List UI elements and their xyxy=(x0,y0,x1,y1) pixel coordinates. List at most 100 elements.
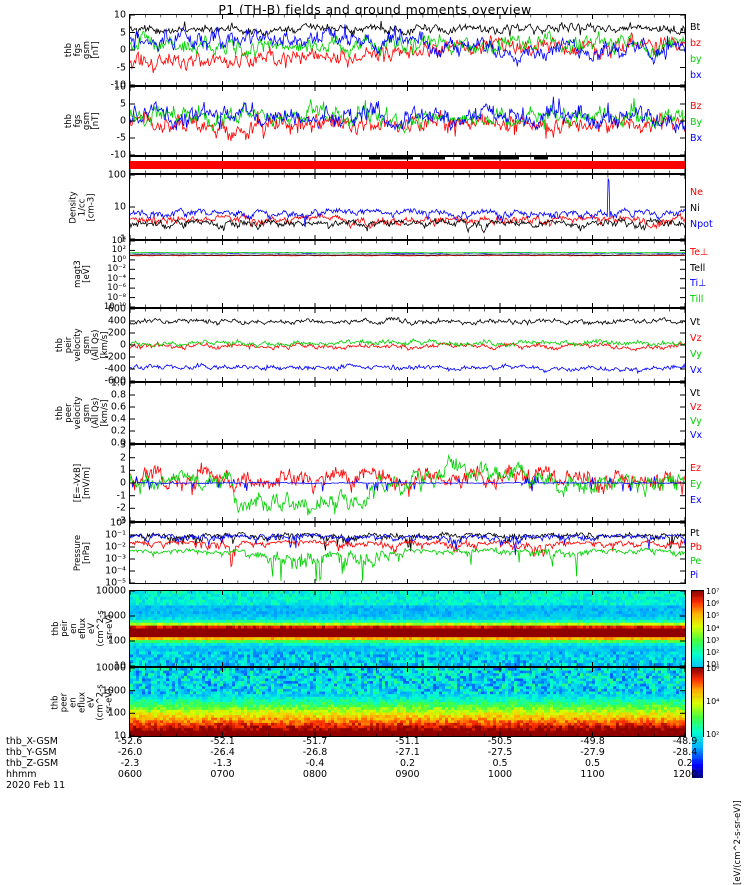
y-tick-label: 10⁰ xyxy=(110,518,126,529)
panel-state-bar xyxy=(129,156,686,174)
y-tick-label: -5 xyxy=(117,133,126,144)
legend-entry: bz xyxy=(690,36,702,52)
x-axis-row-label: hhmm xyxy=(6,769,37,780)
y-tick-label: 400 xyxy=(108,316,126,327)
legend-entry: Npot xyxy=(690,217,713,233)
legend-entry: Tell xyxy=(690,261,708,277)
y-tick-label: 600 xyxy=(108,304,126,315)
legend-entry: By xyxy=(690,115,702,131)
x-axis-tick-value: -28.4 xyxy=(673,747,698,758)
x-axis-row-label: thb_X-GSM xyxy=(6,736,58,747)
legend-entry: Te⊥ xyxy=(690,245,708,261)
y-tick-label: 0 xyxy=(120,478,126,489)
colorbar-tick-label: 10⁶ xyxy=(706,600,719,608)
x-axis-tick-value: -50.5 xyxy=(488,736,513,747)
legend-entry: Vt xyxy=(690,387,702,401)
x-axis-row-label: thb_Y-GSM xyxy=(6,747,57,758)
y-tick-label: 1 xyxy=(120,465,126,476)
legend-entry: Ne xyxy=(690,185,713,201)
panel-pressure xyxy=(129,522,686,584)
y-axis-label-temperature: magt3[eV] xyxy=(74,240,92,308)
x-axis-tick-value: -51.7 xyxy=(303,736,328,747)
y-axis-label-efield: [E=-VxB][mV/m] xyxy=(74,444,92,522)
panel-efield xyxy=(129,444,686,522)
colorbar-tick-label: 10⁴ xyxy=(706,625,719,633)
panel-temperature xyxy=(129,240,686,308)
y-tick-label: 10⁻³ xyxy=(105,554,126,565)
y-tick-label: 0.8 xyxy=(111,390,126,401)
panel-peer-velocity xyxy=(129,382,686,444)
legend-entry: Ni xyxy=(690,201,713,217)
y-tick-label: 3 xyxy=(120,440,126,451)
colorbar-tick-label: 10² xyxy=(706,649,719,657)
legend-entry: Vx xyxy=(690,363,702,379)
legend-entry: Pb xyxy=(690,541,702,555)
x-axis-tick-value: 0700 xyxy=(210,769,234,780)
y-tick-label: -5 xyxy=(117,62,126,73)
x-axis-tick-value: -1.3 xyxy=(213,758,232,769)
colorbar-tick-label: 10⁴ xyxy=(706,698,719,706)
x-axis-tick-value: -26.4 xyxy=(210,747,235,758)
legend-entry: Till xyxy=(690,292,708,308)
y-tick-label: 10⁻² xyxy=(105,542,126,553)
y-tick-label: 100 xyxy=(108,170,126,181)
x-axis-tick-value: -52.1 xyxy=(210,736,235,747)
legend-entry: Pe xyxy=(690,555,702,569)
x-axis-tick-value: -51.1 xyxy=(395,736,420,747)
x-axis-tick-value: 1200 xyxy=(673,769,697,780)
colorbar-tick-label: 10² xyxy=(706,731,719,739)
legend-entry: Bx xyxy=(690,131,702,147)
y-tick-label: 10 xyxy=(114,10,126,21)
plot-root: P1 (TH-B) fields and ground moments over… xyxy=(0,0,750,800)
y-tick-label: -2 xyxy=(117,503,126,514)
y-tick-label: 200 xyxy=(108,328,126,339)
panel-fgs-gsm-1 xyxy=(129,14,686,86)
panel-fgs-gsm-2 xyxy=(129,86,686,156)
panel-density xyxy=(129,174,686,240)
legend-entry: Vt xyxy=(690,315,702,331)
legend-entry: Vy xyxy=(690,347,702,363)
colorbar-tick-label: 10³ xyxy=(706,637,719,645)
colorbar-axis-title: [eV/(cm^2-s-sr-eV)] xyxy=(733,735,743,885)
legend-entry: Vy xyxy=(690,415,702,429)
y-tick-label: 2 xyxy=(120,452,126,463)
x-axis-tick-value: -26.8 xyxy=(303,747,328,758)
x-axis-tick-value: 1000 xyxy=(488,769,512,780)
legend-entry: Vz xyxy=(690,401,702,415)
x-axis-tick-value: -27.1 xyxy=(395,747,420,758)
y-axis-label-pressure: Pressure[nPa] xyxy=(74,522,92,584)
y-tick-label: 10 xyxy=(114,202,126,213)
y-tick-label: 5 xyxy=(120,27,126,38)
colorbar-tick-label: 10⁵ xyxy=(706,612,719,620)
legend-entry: Ex xyxy=(690,493,702,509)
x-axis-tick-value: 0.5 xyxy=(585,758,600,769)
legend-entry: Pt xyxy=(690,527,702,541)
x-axis-tick-value: 0800 xyxy=(303,769,327,780)
x-axis-tick-value: 0600 xyxy=(118,769,142,780)
legend-entry: Ez xyxy=(690,461,702,477)
legend-entry: Ey xyxy=(690,477,702,493)
y-tick-label: 10 xyxy=(114,82,126,93)
legend-entry: by xyxy=(690,52,702,68)
date-label: 2020 Feb 11 xyxy=(6,780,65,791)
x-axis-tick-value: -27.5 xyxy=(488,747,513,758)
y-tick-label: 0 xyxy=(120,45,126,56)
panel-peir-spectrogram xyxy=(129,590,686,667)
y-tick-label: 0.2 xyxy=(111,426,126,437)
legend-entry: Pi xyxy=(690,569,702,583)
y-tick-label: 0.4 xyxy=(111,414,126,425)
